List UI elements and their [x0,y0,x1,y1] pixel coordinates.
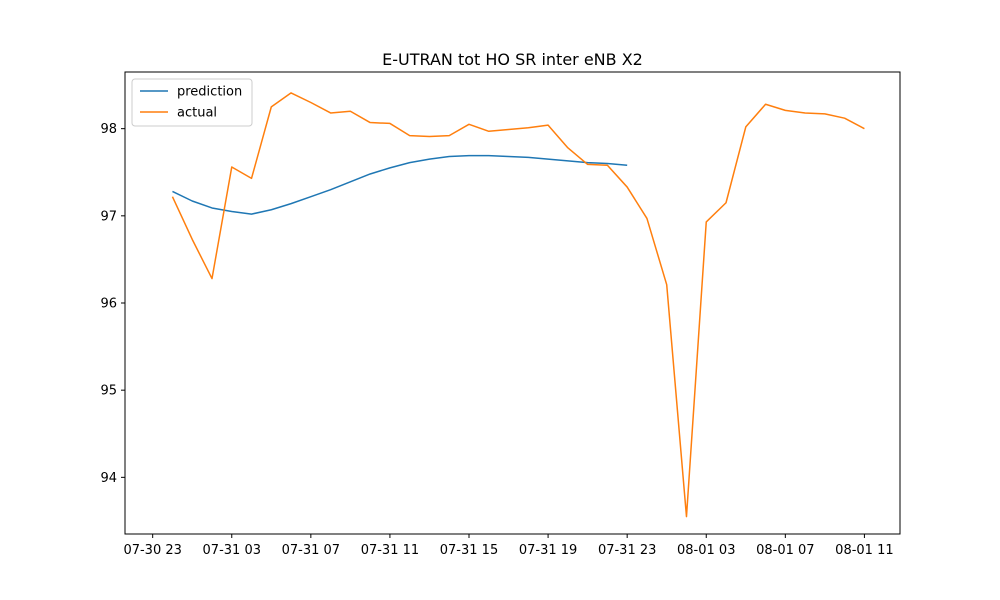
x-axis: 07-30 23 07-31 03 07-31 07 07-31 11 07-31 15… [123,534,894,558]
series-line-actual [171,92,865,518]
chart-title: E-UTRAN tot HO SR inter eNB X2 [382,50,643,69]
x-tick-label: 07-31 23 [598,543,656,558]
legend: prediction actual [131,78,253,127]
x-tick-label: 07-31 15 [440,543,498,558]
y-tick-label: 97 [100,209,117,224]
x-tick-label: 07-31 07 [282,543,340,558]
x-tick-label: 07-31 11 [361,543,419,558]
legend-label-actual: actual [177,106,217,121]
y-tick-label: 98 [100,122,117,137]
y-axis: 94 95 96 97 98 [100,122,125,486]
series-line-prediction [172,154,628,215]
x-tick-label: 08-01 07 [756,543,814,558]
plot-area [171,92,865,518]
legend-label-prediction: prediction [177,85,242,100]
y-tick-label: 95 [100,384,117,399]
x-tick-label: 08-01 11 [835,543,893,558]
x-tick-label: 08-01 03 [677,543,735,558]
x-tick-label: 07-31 19 [519,543,577,558]
x-tick-label: 07-31 03 [203,543,261,558]
x-tick-label: 07-30 23 [123,543,181,558]
y-tick-label: 94 [100,471,117,486]
y-tick-label: 96 [100,297,117,312]
